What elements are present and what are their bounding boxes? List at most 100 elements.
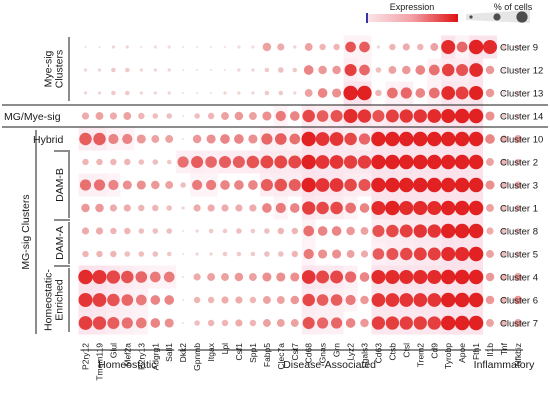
dot xyxy=(97,68,102,72)
gene-label: Cd68 xyxy=(304,343,314,364)
row-group-label-hybrid: Hybrid xyxy=(33,134,64,146)
dot xyxy=(318,65,327,75)
dot xyxy=(249,296,257,304)
gene-label: Tmem119 xyxy=(94,343,104,381)
dot xyxy=(167,68,171,72)
dot xyxy=(260,178,273,192)
size-legend-dot-medium xyxy=(493,13,501,21)
gene-label: Fth1 xyxy=(471,343,481,360)
dot xyxy=(413,293,428,307)
dot xyxy=(290,295,300,305)
dot xyxy=(292,67,298,73)
dot xyxy=(196,45,199,49)
gene-label: P2ry12 xyxy=(81,343,91,370)
dot xyxy=(413,177,428,193)
dot xyxy=(264,67,270,73)
dot xyxy=(468,292,484,308)
dot xyxy=(427,177,442,193)
dot xyxy=(399,154,414,170)
dot xyxy=(138,251,145,257)
dot xyxy=(303,225,315,237)
dot xyxy=(276,319,285,327)
dot xyxy=(500,319,508,327)
dot xyxy=(151,180,160,190)
gene-label: Gpnmb xyxy=(192,343,202,371)
dot xyxy=(150,318,161,328)
dot xyxy=(468,131,484,147)
size-legend-title: % of cells xyxy=(494,2,533,12)
dot xyxy=(441,269,456,285)
gene-label: Ctsb xyxy=(387,343,397,361)
gene-label: P2ry13 xyxy=(136,343,146,370)
dot xyxy=(221,273,229,281)
dot xyxy=(359,41,370,53)
dot xyxy=(289,203,300,213)
dot xyxy=(454,223,470,239)
dot xyxy=(207,204,215,212)
dot xyxy=(166,228,172,234)
dot xyxy=(359,64,370,76)
dot xyxy=(413,154,428,170)
dot xyxy=(375,67,382,73)
dot xyxy=(275,202,286,214)
dot xyxy=(207,112,215,120)
dot xyxy=(502,68,506,72)
dot xyxy=(108,179,119,191)
dot xyxy=(150,295,161,305)
dot xyxy=(316,110,329,122)
gene-label: Csf1 xyxy=(234,343,244,361)
dot xyxy=(304,43,313,51)
dot xyxy=(93,179,106,191)
dot xyxy=(514,319,522,327)
dot xyxy=(301,131,316,147)
cluster-label: Cluster 9 xyxy=(500,43,538,54)
dot xyxy=(235,204,243,212)
dot xyxy=(456,63,469,77)
dot xyxy=(123,204,131,212)
dot xyxy=(455,86,469,100)
dot xyxy=(413,247,427,261)
dot xyxy=(441,131,456,147)
dot xyxy=(221,296,229,304)
cluster-label: Cluster 10 xyxy=(500,135,543,146)
dot xyxy=(274,155,288,169)
dot xyxy=(485,180,495,190)
dot xyxy=(262,42,272,52)
dot xyxy=(441,86,456,100)
row-group-label-dam-a: DAM-A xyxy=(54,226,66,260)
dot xyxy=(110,227,117,235)
dot xyxy=(399,224,413,238)
dot xyxy=(81,112,90,120)
dot xyxy=(276,296,285,304)
dot xyxy=(454,292,470,308)
gene-label: Lyz2 xyxy=(346,343,356,361)
dot xyxy=(376,45,381,49)
dot xyxy=(182,114,185,118)
gene-label: Mef2a xyxy=(122,343,132,367)
dot xyxy=(346,226,355,236)
dot xyxy=(441,108,456,124)
dot xyxy=(167,45,171,49)
dot xyxy=(514,273,522,281)
dot xyxy=(109,204,117,212)
dot xyxy=(152,228,159,234)
dot xyxy=(413,316,427,330)
dot xyxy=(151,135,160,143)
dot xyxy=(303,65,314,75)
dot xyxy=(196,91,199,95)
dot xyxy=(359,203,370,213)
dot xyxy=(413,131,428,147)
dot xyxy=(427,247,441,261)
dot xyxy=(208,228,214,234)
dot xyxy=(289,111,300,121)
dot xyxy=(389,43,396,51)
dot xyxy=(152,251,159,257)
dot xyxy=(441,246,456,262)
dot xyxy=(330,294,343,306)
dot xyxy=(237,91,241,95)
gene-label: Tnf xyxy=(499,342,509,355)
dot xyxy=(317,317,329,329)
dot xyxy=(427,154,442,170)
dot xyxy=(441,154,456,170)
dot xyxy=(360,227,369,235)
